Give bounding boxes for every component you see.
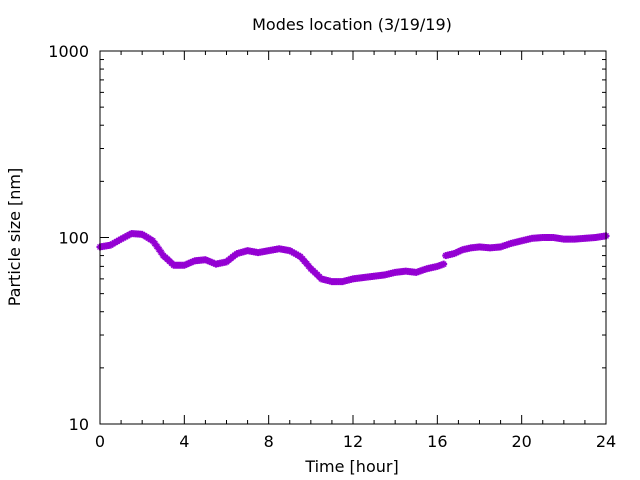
y-tick-label: 100 — [58, 229, 89, 248]
x-axis-label: Time [hour] — [304, 457, 398, 476]
x-tick-label: 12 — [343, 432, 363, 451]
x-tick-label: 8 — [264, 432, 274, 451]
y-axis-label: Particle size [nm] — [5, 168, 24, 307]
x-tick-label: 16 — [427, 432, 447, 451]
data-point — [440, 260, 448, 268]
x-tick-label: 24 — [596, 432, 616, 451]
data-points-layer — [96, 230, 610, 286]
data-point-stroke — [156, 246, 163, 253]
plot-frame — [99, 50, 607, 425]
data-point-stroke — [158, 249, 165, 256]
chart-title: Modes location (3/19/19) — [252, 15, 452, 34]
tick-labels-layer: 0 4 8 12 16 20 24 10 100 1000 — [48, 42, 616, 451]
data-point-stroke — [440, 261, 447, 268]
y-tick-label: 1000 — [48, 42, 89, 61]
y-tick-label: 10 — [69, 415, 89, 434]
x-tick-label: 4 — [179, 432, 189, 451]
x-tick-label: 0 — [95, 432, 105, 451]
x-tick-label: 20 — [511, 432, 531, 451]
data-point-stroke — [153, 243, 160, 250]
ticks-layer — [99, 50, 607, 425]
